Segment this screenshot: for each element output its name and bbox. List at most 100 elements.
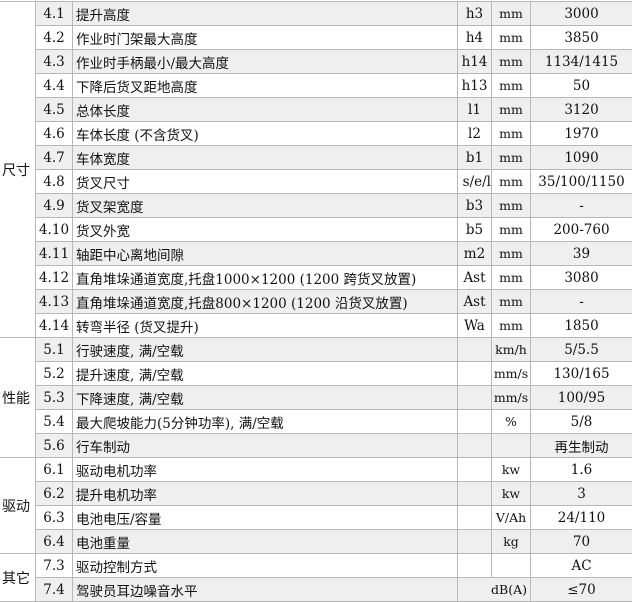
item-number: 5.3 <box>36 386 73 410</box>
item-number: 4.11 <box>36 242 73 266</box>
item-unit: mm <box>492 194 531 218</box>
item-unit: mm <box>492 2 531 26</box>
item-value: 再生制动 <box>531 434 632 458</box>
item-symbol: s/e/l <box>458 170 492 194</box>
item-description: 作业时门架最大高度 <box>73 26 458 50</box>
item-unit: mm <box>492 122 531 146</box>
item-value: 24/110 <box>531 506 632 530</box>
item-number: 6.2 <box>36 482 73 506</box>
item-symbol: Ast <box>458 290 492 314</box>
item-value: 3120 <box>531 98 632 122</box>
item-number: 4.1 <box>36 2 73 26</box>
item-description: 驱动电机功率 <box>73 458 458 482</box>
item-unit: mm <box>492 242 531 266</box>
item-value: 100/95 <box>531 386 632 410</box>
item-number: 6.3 <box>36 506 73 530</box>
item-value: 200-760 <box>531 218 632 242</box>
item-unit <box>492 434 531 458</box>
item-symbol <box>458 338 492 362</box>
item-description: 车体宽度 <box>73 146 458 170</box>
item-unit: mm <box>492 50 531 74</box>
item-value: ≤70 <box>531 578 632 602</box>
item-value: 39 <box>531 242 632 266</box>
item-description: 驱动控制方式 <box>73 554 458 578</box>
item-description: 货叉外宽 <box>73 218 458 242</box>
item-symbol: h13 <box>458 74 492 98</box>
item-value: 1134/1415 <box>531 50 632 74</box>
category-cell: 性能 <box>0 338 36 458</box>
item-value: 1970 <box>531 122 632 146</box>
item-symbol: m2 <box>458 242 492 266</box>
item-value: 3850 <box>531 26 632 50</box>
item-symbol: Ast <box>458 266 492 290</box>
item-symbol: h4 <box>458 26 492 50</box>
item-description: 行车制动 <box>73 434 458 458</box>
item-number: 4.9 <box>36 194 73 218</box>
item-symbol: l1 <box>458 98 492 122</box>
item-description: 转弯半径 (货叉提升) <box>73 314 458 338</box>
item-value: 3000 <box>531 2 632 26</box>
item-description: 总体长度 <box>73 98 458 122</box>
item-description: 轴距中心离地间隙 <box>73 242 458 266</box>
item-value: 5/8 <box>531 410 632 434</box>
item-unit: kw <box>492 482 531 506</box>
item-value: 1090 <box>531 146 632 170</box>
item-description: 提升高度 <box>73 2 458 26</box>
item-value: - <box>531 290 632 314</box>
item-number: 4.14 <box>36 314 73 338</box>
item-number: 4.7 <box>36 146 73 170</box>
item-value: 50 <box>531 74 632 98</box>
item-symbol: h3 <box>458 2 492 26</box>
item-number: 4.4 <box>36 74 73 98</box>
item-symbol: b3 <box>458 194 492 218</box>
item-symbol <box>458 506 492 530</box>
item-number: 4.13 <box>36 290 73 314</box>
item-symbol <box>458 458 492 482</box>
item-symbol: h14 <box>458 50 492 74</box>
item-description: 电池重量 <box>73 530 458 554</box>
item-number: 4.6 <box>36 122 73 146</box>
item-number: 5.1 <box>36 338 73 362</box>
item-symbol: b5 <box>458 218 492 242</box>
item-unit: mm/s <box>492 362 531 386</box>
item-unit: mm/s <box>492 386 531 410</box>
item-unit: V/Ah <box>492 506 531 530</box>
item-description: 提升电机功率 <box>73 482 458 506</box>
item-description: 直角堆垛通道宽度,托盘1000×1200 (1200 跨货叉放置) <box>73 266 458 290</box>
item-value: 130/165 <box>531 362 632 386</box>
item-unit: mm <box>492 314 531 338</box>
item-unit <box>492 554 531 578</box>
item-symbol <box>458 386 492 410</box>
item-value: AC <box>531 554 632 578</box>
item-symbol <box>458 362 492 386</box>
category-cell: 尺寸 <box>0 2 36 338</box>
item-description: 电池电压/容量 <box>73 506 458 530</box>
item-description: 车体长度 (不含货叉) <box>73 122 458 146</box>
item-symbol <box>458 530 492 554</box>
item-unit: % <box>492 410 531 434</box>
item-symbol: Wa <box>458 314 492 338</box>
item-number: 7.4 <box>36 578 73 602</box>
item-unit: dB(A) <box>458 578 531 602</box>
item-number: 7.3 <box>36 554 73 578</box>
item-description: 作业时手柄最小/最大高度 <box>73 50 458 74</box>
item-unit: kw <box>492 458 531 482</box>
item-value: - <box>531 194 632 218</box>
item-number: 5.2 <box>36 362 73 386</box>
